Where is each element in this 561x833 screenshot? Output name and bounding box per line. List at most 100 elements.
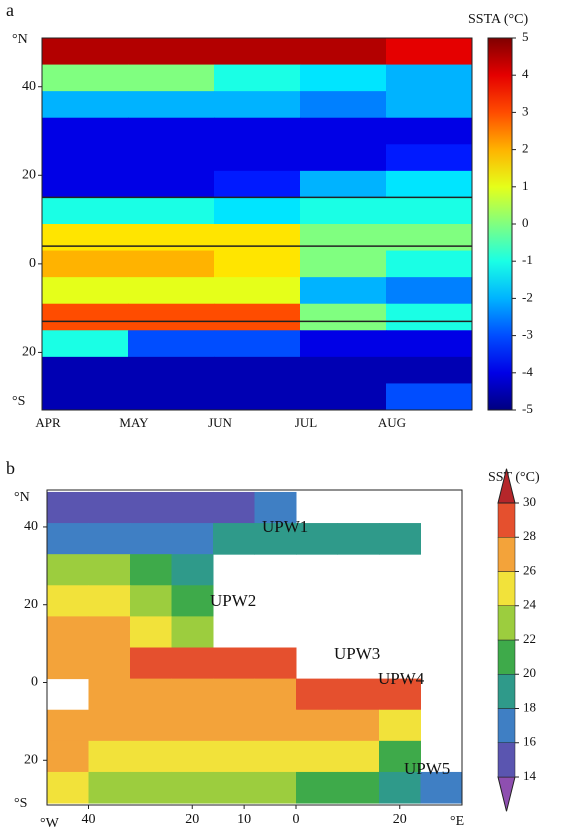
heat-cell xyxy=(214,64,301,92)
heat-cell xyxy=(128,224,215,252)
heat-cell xyxy=(300,91,387,119)
sst-cell xyxy=(296,771,338,804)
sst-cell xyxy=(88,678,131,711)
colorbar-tick-label: 5 xyxy=(522,29,529,44)
sst-cell xyxy=(47,616,89,648)
sst-cell xyxy=(130,585,172,617)
heat-cell xyxy=(214,91,301,119)
colorbar-end xyxy=(497,776,516,812)
sst-cell xyxy=(254,491,297,524)
plot-frame xyxy=(41,37,473,411)
heat-cell xyxy=(214,250,301,278)
sst-cell xyxy=(254,709,297,742)
heat-cell xyxy=(386,303,472,331)
sst-cell xyxy=(213,740,255,773)
sst-cell xyxy=(337,678,380,711)
sst-cell xyxy=(213,771,255,804)
sst-cell xyxy=(254,740,297,773)
annotation: UPW4 xyxy=(378,669,425,688)
heat-cell xyxy=(128,330,215,358)
colorbar-tick-label: 30 xyxy=(523,494,536,509)
x-tick-label: 40 xyxy=(82,812,96,827)
heat-cell xyxy=(214,356,301,384)
x-tick-label: 20 xyxy=(185,812,199,827)
colorbar-tick-label: -2 xyxy=(522,289,533,304)
sst-cell xyxy=(130,647,172,680)
sst-cell xyxy=(337,771,380,804)
heat-cell xyxy=(214,330,301,358)
colorbar-band xyxy=(497,605,516,641)
heat-cell xyxy=(300,38,387,66)
sst-cell xyxy=(47,585,89,617)
sst-cell xyxy=(47,523,89,555)
heat-cell xyxy=(386,277,472,305)
sst-cell xyxy=(88,523,131,555)
sst-cell xyxy=(47,771,89,804)
colorbar-band xyxy=(497,708,516,743)
heat-cell xyxy=(300,303,387,331)
heat-cell xyxy=(386,91,472,119)
heat-cell xyxy=(128,197,215,225)
heat-cell xyxy=(42,224,129,252)
colorbar-tick-label: -5 xyxy=(522,401,533,416)
heat-cell xyxy=(214,117,301,145)
annotation: UPW2 xyxy=(210,591,256,610)
x-unit-right: °E xyxy=(450,814,464,829)
sst-cell xyxy=(254,523,297,555)
annotation: UPW3 xyxy=(334,644,380,663)
heatmap xyxy=(42,38,472,410)
heat-cell xyxy=(128,250,215,278)
heat-cell xyxy=(214,144,301,172)
colorbar-tick-label: 4 xyxy=(522,66,529,81)
y-unit-top: °N xyxy=(12,32,28,47)
sst-cell xyxy=(379,771,421,804)
x-tick-label: JUL xyxy=(295,415,317,430)
heat-cell xyxy=(42,144,129,172)
heat-cell xyxy=(128,170,215,198)
heat-cell xyxy=(386,356,472,384)
heat-cell xyxy=(386,144,472,172)
sst-cell xyxy=(296,523,338,555)
sst-cell xyxy=(47,647,89,680)
y-tick-label: 0 xyxy=(29,256,36,271)
sst-cell xyxy=(171,554,214,586)
sst-cell xyxy=(296,709,338,742)
heat-cell xyxy=(386,250,472,278)
annotation: UPW1 xyxy=(262,517,308,536)
heat-cell xyxy=(386,117,472,145)
x-tick-label: 20 xyxy=(393,812,407,827)
sst-cell xyxy=(47,491,89,524)
heat-cell xyxy=(300,356,387,384)
heat-cell xyxy=(214,303,301,331)
sst-cell xyxy=(130,491,172,524)
colorbar-tick-label: -4 xyxy=(522,364,533,379)
heat-cell xyxy=(42,330,129,358)
sst-cell xyxy=(379,709,421,742)
colorbar-band xyxy=(497,502,516,538)
heat-cell xyxy=(386,170,472,198)
colorbar-tick-label: 3 xyxy=(522,103,529,118)
heat-cell xyxy=(386,383,472,410)
x-tick-label: AUG xyxy=(378,415,406,430)
x-unit-left: °W xyxy=(40,816,60,831)
y-tick-label: 40 xyxy=(24,519,38,534)
colorbar-tick-label: 26 xyxy=(523,562,537,577)
colorbar-band xyxy=(497,537,516,572)
sst-cell xyxy=(130,554,172,586)
x-tick-label: APR xyxy=(35,415,61,430)
colorbar-tick-label: 16 xyxy=(523,734,537,749)
heat-cell xyxy=(128,38,215,66)
sst-cell xyxy=(47,709,89,742)
sst-cell xyxy=(47,554,89,586)
heat-cell xyxy=(128,383,215,410)
colorbar-tick-label: 22 xyxy=(523,631,536,646)
x-tick-label: 10 xyxy=(237,812,251,827)
x-tick-label: JUN xyxy=(208,415,232,430)
sst-cell xyxy=(88,771,131,804)
heat-cell xyxy=(300,197,387,225)
heat-cell xyxy=(300,64,387,92)
sst-cell xyxy=(171,647,214,680)
colorbar-tick-label: -1 xyxy=(522,252,533,267)
sst-cell xyxy=(88,585,131,617)
